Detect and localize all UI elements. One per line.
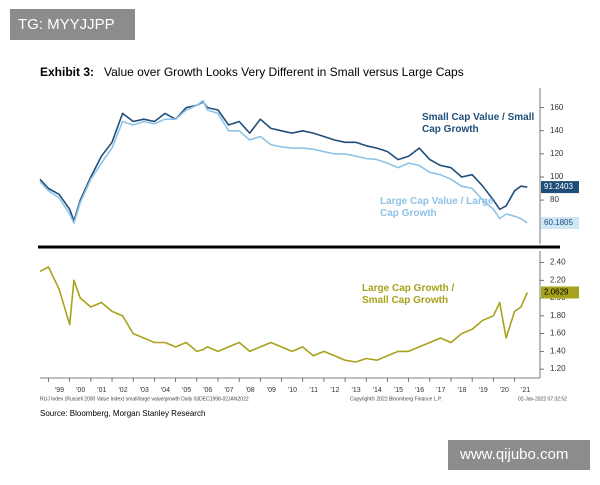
x-tick-label: '15 (394, 387, 403, 394)
x-tick-label: '13 (352, 387, 361, 394)
x-tick-label: '14 (373, 387, 382, 394)
last-value-label: 2.0629 (544, 288, 569, 297)
x-tick-label: '10 (288, 387, 297, 394)
watermark-box (448, 440, 590, 470)
y-tick-label: 1.80 (550, 311, 566, 320)
y-tick-label: 120 (550, 149, 564, 158)
x-tick-label: '12 (330, 387, 339, 394)
x-tick-label: '99 (55, 387, 64, 394)
x-tick-label: '01 (97, 387, 106, 394)
y-tick-label: 140 (550, 126, 564, 135)
watermark-box (10, 9, 135, 40)
x-tick-label: '03 (140, 387, 149, 394)
y-tick-label: 160 (550, 103, 564, 112)
x-tick-label: '06 (203, 387, 212, 394)
x-tick-label: '18 (457, 387, 466, 394)
series-line (39, 101, 528, 222)
last-value-label: 91.2403 (544, 182, 573, 191)
y-tick-label: 1.60 (550, 329, 566, 338)
chart-title: Value over Growth Looks Very Different i… (104, 65, 464, 79)
x-tick-label: '11 (309, 387, 318, 394)
timestamp: 02-Jan-2022 07:32:52 (518, 396, 567, 402)
index-note: RUJ Index (Russell 2000 Value Index) sma… (40, 396, 249, 402)
legend-label: Small Cap Value / Small Cap Growth (422, 112, 535, 135)
x-tick-label: '00 (76, 387, 85, 394)
y-tick-label: 1.20 (550, 364, 566, 373)
x-tick-label: '19 (479, 387, 488, 394)
x-tick-label: '09 (267, 387, 276, 394)
last-value-label: 60.1805 (544, 218, 573, 227)
x-tick-label: '02 (118, 387, 127, 394)
last-value-box (541, 286, 579, 299)
x-tick-label: '07 (224, 387, 233, 394)
series-line (39, 266, 529, 363)
x-tick-label: '17 (436, 387, 445, 394)
x-tick-label: '16 (415, 387, 424, 394)
x-tick-label: '04 (161, 387, 170, 394)
x-tick-label: '20 (500, 387, 509, 394)
series-line (39, 99, 528, 224)
y-tick-label: 1.40 (550, 346, 566, 355)
legend-label: Large Cap Growth / Small Cap Growth (362, 283, 455, 306)
y-tick-label: 80 (550, 195, 559, 204)
title-label: Exhibit 3: (40, 65, 94, 79)
watermark: www.qijubo.com (459, 446, 568, 463)
x-tick-label: '21 (521, 387, 530, 394)
source: Source: Bloomberg, Morgan Stanley Resear… (40, 409, 205, 418)
x-tick-label: '08 (246, 387, 255, 394)
y-tick-label: 2.40 (550, 258, 566, 267)
last-value-box (541, 216, 579, 229)
y-tick-label: 100 (550, 172, 564, 181)
y-tick-label: 2.20 (550, 275, 566, 284)
copyright: Copyright© 2022 Bloomberg Finance L.P. (350, 395, 442, 402)
last-value-box (541, 181, 579, 194)
x-tick-label: '05 (182, 387, 191, 394)
watermark: TG: MYYJJPP (18, 16, 115, 33)
legend-label: Large Cap Value / Large Cap Growth (380, 196, 494, 219)
